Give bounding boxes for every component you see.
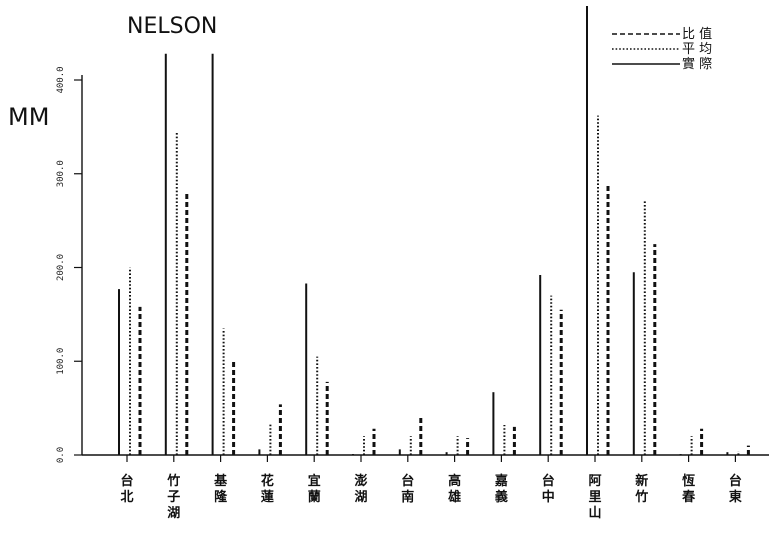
category-label: 高 <box>448 473 461 489</box>
y-tick-label: 100.0 <box>56 348 66 375</box>
y-tick-label: 200.0 <box>56 254 66 281</box>
category-label: 台 <box>542 473 555 489</box>
category-label: 蘭 <box>308 489 321 505</box>
y-tick-label: 0.0 <box>56 447 66 463</box>
y-ticks: 0.0 100.0 200.0 300.0 400.0 <box>56 66 82 463</box>
category-label: 山 <box>588 505 601 521</box>
category-label: 雄 <box>447 489 461 505</box>
category-label: 恆 <box>681 473 695 489</box>
legend-label: 平 均 <box>682 42 712 57</box>
category-label: 春 <box>681 489 696 505</box>
category-label: 南 <box>401 489 414 505</box>
legend: 比 值平 均實 際 <box>612 26 712 72</box>
category-label: 湖 <box>167 506 180 521</box>
category-label: 宜 <box>308 473 321 489</box>
category-label: 基 <box>213 473 228 489</box>
y-tick-label: 300.0 <box>56 160 66 187</box>
category-label: 竹 <box>634 489 648 505</box>
chart-title: NELSON <box>127 14 217 39</box>
category-label: 澎 <box>354 473 367 489</box>
category-label: 里 <box>588 490 601 505</box>
category-label: 子 <box>167 490 180 505</box>
y-axis-unit: MM <box>8 103 49 131</box>
legend-label: 實 際 <box>682 56 712 72</box>
category-label: 花 <box>261 473 274 489</box>
axes <box>81 75 769 462</box>
legend-label: 比 值 <box>682 26 712 42</box>
category-label: 阿 <box>588 474 601 489</box>
category-label: 竹 <box>166 473 180 489</box>
bars <box>118 6 750 455</box>
category-label: 北 <box>120 490 133 505</box>
y-tick-label: 400.0 <box>56 66 66 93</box>
category-label: 湖 <box>354 490 367 505</box>
category-label: 台 <box>401 473 414 489</box>
category-label: 台 <box>729 473 742 489</box>
category-label: 新 <box>635 473 648 489</box>
category-label: 台 <box>120 473 133 489</box>
category-label: 東 <box>729 489 742 505</box>
category-label: 蓮 <box>261 489 274 505</box>
category-label: 義 <box>495 489 508 505</box>
category-label: 嘉 <box>494 473 508 489</box>
category-label: 隆 <box>214 489 228 505</box>
category-label: 中 <box>542 489 555 505</box>
